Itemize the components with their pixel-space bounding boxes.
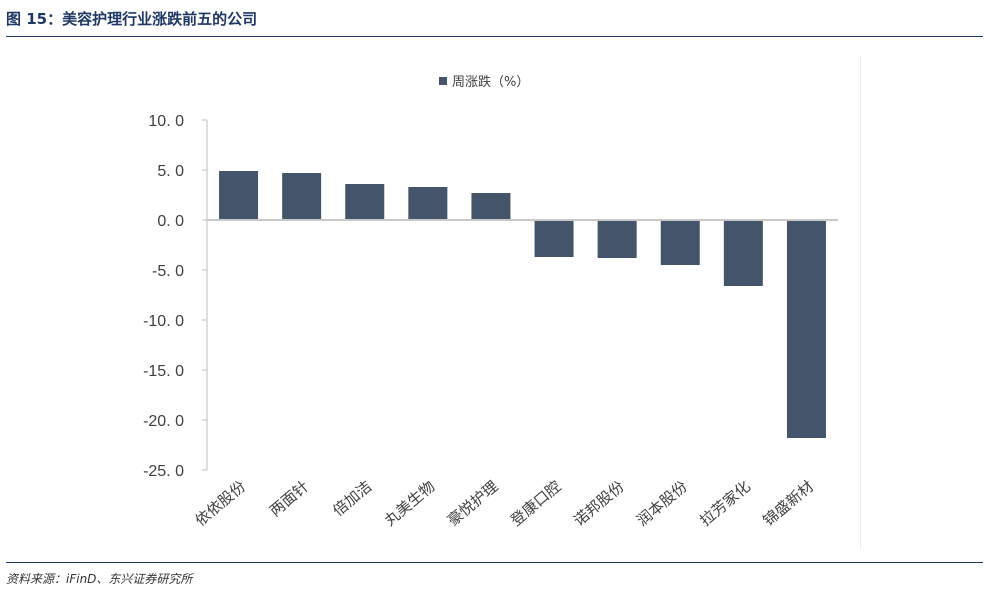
figure-title: 图 15：美容护理行业涨跌前五的公司 (6, 10, 258, 28)
y-tick-label: 5. 0 (157, 163, 184, 180)
x-tick-label: 丸美生物 (381, 477, 439, 529)
x-tick-label: 两面针 (266, 477, 312, 520)
bar (219, 171, 259, 220)
x-tick-label: 锦盛新材 (759, 477, 817, 529)
bar (282, 173, 322, 220)
y-tick-label: -5. 0 (152, 263, 184, 280)
y-tick-label: 10. 0 (148, 113, 184, 130)
x-tick-label: 登康口腔 (507, 477, 565, 529)
bottom-divider (6, 562, 983, 563)
x-tick-label: 豪悦护理 (444, 477, 502, 529)
bar (660, 220, 700, 265)
y-tick-label: -20. 0 (143, 413, 184, 430)
bar (534, 220, 574, 257)
bar (597, 220, 637, 258)
legend-swatch (439, 77, 447, 85)
y-tick-label: -15. 0 (143, 363, 184, 380)
y-tick-label: 0. 0 (157, 213, 184, 230)
x-tick-label: 依依股份 (192, 477, 250, 529)
bar (408, 187, 448, 220)
y-tick-label: -25. 0 (143, 463, 184, 480)
y-tick-label: -10. 0 (143, 313, 184, 330)
source-note: 资料来源：iFinD、东兴证券研究所 (6, 572, 193, 586)
x-tick-label: 诺邦股份 (570, 477, 628, 529)
chart-frame (40, 55, 861, 550)
bar (786, 220, 826, 438)
x-tick-label: 拉芳家化 (696, 477, 754, 529)
bar (723, 220, 763, 286)
x-tick-label: 倍加洁 (329, 477, 375, 520)
top-divider (6, 36, 983, 37)
bar (345, 184, 385, 220)
x-tick-label: 润本股份 (633, 477, 691, 529)
bar (471, 193, 511, 220)
legend-label: 周涨跌（%） (452, 74, 529, 90)
